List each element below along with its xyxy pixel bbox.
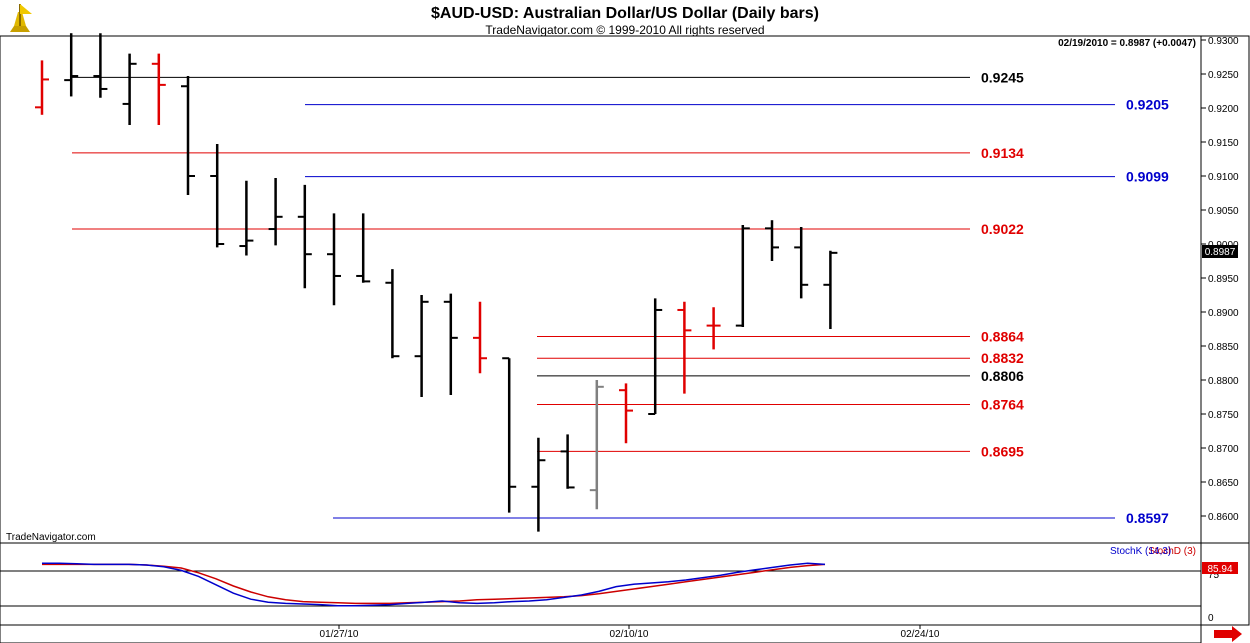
level-label: 0.9245 (981, 69, 1024, 85)
price-panel: 02/19/2010 = 0.8987 (+0.0047) TradeNavig… (0, 33, 1250, 544)
header: $AUD-USD: Australian Dollar/US Dollar (D… (10, 4, 819, 37)
chart-subtitle: TradeNavigator.com © 1999-2010 All right… (485, 23, 764, 37)
chart-title: $AUD-USD: Australian Dollar/US Dollar (D… (431, 5, 819, 22)
date-axis: 01/27/10 02/10/10 02/24/10 (0, 624, 1202, 643)
level-label: 0.9099 (1126, 169, 1169, 185)
price-tick-label: 0.9250 (1208, 70, 1239, 81)
legend-stochk: StochK (14,3) (1110, 546, 1171, 557)
indicator-tick-0: 0 (1208, 613, 1214, 624)
level-label: 0.8695 (981, 443, 1024, 459)
level-label: 0.9022 (981, 221, 1024, 237)
price-tick-label: 0.8750 (1208, 410, 1239, 421)
brand-label: TradeNavigator.com (6, 532, 96, 543)
stoch-series-line (42, 562, 826, 607)
indicator-value-flag: 85.94 (1202, 562, 1238, 575)
price-tick-label: 0.9100 (1208, 172, 1239, 183)
date-label: 02/24/10 (901, 629, 940, 640)
level-label: 0.9134 (981, 145, 1024, 161)
last-price-flag-bg (1202, 245, 1238, 258)
level-label: 0.8764 (981, 396, 1024, 412)
indicator-axis (1200, 542, 1250, 626)
support-resistance-levels: 0.9245 0.9205 0.9134 0.9099 0.9022 0.8864 0.88… (72, 69, 1169, 526)
stochastic-lines (42, 562, 826, 607)
last-price-label: 02/19/2010 = 0.8987 (+0.0047) (1058, 38, 1196, 49)
indicator-panel: StochD (3) StochK (14,3) 75 0 85.94 (0, 542, 1250, 626)
last-price-flag-text: 0.8987 (1205, 247, 1236, 258)
price-tick-label: 0.8600 (1208, 512, 1239, 523)
price-tick-label: 0.8650 (1208, 478, 1239, 489)
last-price-flag: 0.8987 (1202, 245, 1238, 258)
indicator-flag-text: 85.94 (1207, 564, 1232, 575)
scroll-right-arrow-icon[interactable] (1214, 626, 1242, 642)
date-labels: 01/27/10 02/10/10 02/24/10 (320, 625, 940, 640)
logo-icon (10, 4, 32, 32)
price-tick-label: 0.8900 (1208, 308, 1239, 319)
price-tick-label: 0.8700 (1208, 444, 1239, 455)
date-label: 01/27/10 (320, 629, 359, 640)
price-axis (1200, 35, 1250, 544)
price-tick-label: 0.8950 (1208, 274, 1239, 285)
level-label: 0.8806 (981, 368, 1024, 384)
price-tick-label: 0.9200 (1208, 104, 1239, 115)
price-tick-label: 0.8800 (1208, 376, 1239, 387)
level-label: 0.8832 (981, 350, 1024, 366)
level-label: 0.9205 (1126, 97, 1169, 113)
ohlc-bars (35, 33, 838, 532)
level-label: 0.8864 (981, 328, 1024, 344)
price-tick-label: 0.9050 (1208, 206, 1239, 217)
indicator-flag-bg (1202, 562, 1238, 574)
price-tick-label: 0.9300 (1208, 36, 1239, 47)
level-label: 0.8597 (1126, 510, 1169, 526)
date-label: 02/10/10 (610, 629, 649, 640)
price-tick-label: 0.8850 (1208, 342, 1239, 353)
price-tick-label: 0.9150 (1208, 138, 1239, 149)
legend-stochd: StochD (3) (1148, 546, 1196, 557)
indicator-tick-75: 75 (1208, 570, 1220, 581)
